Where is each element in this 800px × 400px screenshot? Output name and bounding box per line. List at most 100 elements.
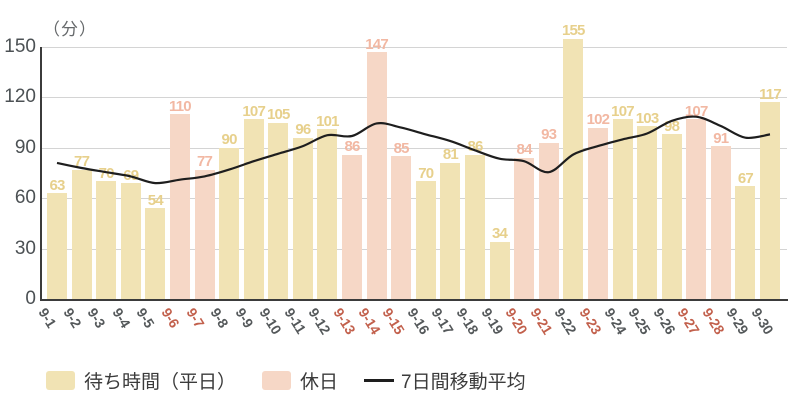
bar[interactable] <box>661 134 682 299</box>
bar-value-label: 67 <box>737 169 754 187</box>
x-tick-label: 9-28 <box>699 305 728 338</box>
bar[interactable] <box>169 114 190 299</box>
bar[interactable] <box>538 142 559 299</box>
bar-value-label: 69 <box>123 166 139 184</box>
y-tick-label: 150 <box>4 36 36 57</box>
legend-label-holiday: 休日 <box>300 372 339 393</box>
bar[interactable] <box>587 127 608 299</box>
bar-value-label: 90 <box>221 131 238 149</box>
bar[interactable] <box>317 129 338 299</box>
bar[interactable] <box>145 208 166 299</box>
x-tick-label: 9-13 <box>330 305 359 338</box>
bar-value-label: 84 <box>516 141 533 159</box>
x-tick-label: 9-20 <box>502 305 531 338</box>
x-tick-label: 9-6 <box>158 305 183 331</box>
bar-value-label: 85 <box>393 139 410 157</box>
x-tick-label: 9-29 <box>723 305 753 338</box>
y-tick-label: 90 <box>14 136 36 158</box>
bar-value-label: 70 <box>98 164 115 182</box>
x-tick-label: 9-24 <box>600 305 630 338</box>
bar-value-label: 54 <box>147 191 164 209</box>
y-tick-label: 0 <box>25 288 36 309</box>
bar-value-label: 77 <box>74 153 90 171</box>
x-tick-label: 9-17 <box>428 305 458 338</box>
x-tick-label: 9-4 <box>109 305 134 331</box>
y-axis-line <box>40 47 42 301</box>
bar[interactable] <box>489 241 510 299</box>
legend-label-weekday: 待ち時間（平日） <box>84 372 237 393</box>
x-tick-label: 9-9 <box>232 305 257 331</box>
bar-value-label: 86 <box>467 138 483 155</box>
bar[interactable] <box>735 186 756 299</box>
x-tick-label: 9-21 <box>527 305 556 338</box>
bar-value-label: 63 <box>49 176 65 194</box>
y-axis-unit-label: （分） <box>43 20 97 39</box>
bar[interactable] <box>292 137 313 299</box>
x-tick-label: 9-3 <box>84 305 109 331</box>
bar[interactable] <box>710 146 731 299</box>
bar[interactable] <box>612 119 633 299</box>
bar[interactable] <box>760 102 780 299</box>
bar[interactable] <box>563 38 584 299</box>
x-tick-label: 9-1 <box>35 305 60 331</box>
moving-average-line <box>56 115 771 185</box>
bar[interactable] <box>686 119 707 299</box>
legend-item-holiday[interactable]: 休日 <box>262 367 338 394</box>
bar-value-label: 77 <box>196 153 213 171</box>
bar[interactable] <box>415 181 436 299</box>
bar-value-label: 81 <box>442 146 459 164</box>
gridline <box>41 97 787 99</box>
x-tick-label: 9-18 <box>453 305 482 338</box>
bar-value-label: 70 <box>418 164 434 182</box>
bar[interactable] <box>194 169 215 299</box>
bar[interactable] <box>366 52 387 299</box>
bar-value-label: 107 <box>684 102 708 120</box>
bar-value-label: 101 <box>316 112 339 130</box>
bar-value-label: 155 <box>561 22 585 40</box>
legend-item-weekday[interactable]: 待ち時間（平日） <box>46 367 236 394</box>
x-tick-label: 9-14 <box>355 305 384 338</box>
bar[interactable] <box>71 169 92 299</box>
y-tick-label: 60 <box>14 187 36 209</box>
bar-value-label: 105 <box>266 106 290 124</box>
bar-value-label: 91 <box>713 129 729 147</box>
bar[interactable] <box>243 119 264 299</box>
bar-value-label: 102 <box>586 111 610 129</box>
bar[interactable] <box>268 122 289 299</box>
legend-item-moving-average[interactable]: 7日間移動平均 <box>364 367 526 394</box>
bar[interactable] <box>391 156 412 299</box>
bar[interactable] <box>219 147 240 299</box>
bar-value-label: 117 <box>759 85 782 103</box>
holiday-swatch-icon <box>262 371 292 390</box>
bar[interactable] <box>342 154 362 299</box>
moving-average-line-icon <box>364 379 395 382</box>
bar-value-label: 110 <box>168 97 192 115</box>
bar[interactable] <box>514 157 535 299</box>
x-tick-label: 9-25 <box>625 305 654 338</box>
x-tick-label: 9-8 <box>207 305 232 331</box>
legend: 待ち時間（平日） 休日 7日間移動平均 <box>46 367 552 394</box>
bar-value-label: 96 <box>295 121 311 139</box>
y-tick-label: 30 <box>14 237 36 259</box>
x-tick-label: 9-30 <box>748 305 777 338</box>
x-tick-label: 9-15 <box>379 305 409 338</box>
x-tick-label: 9-27 <box>674 305 704 338</box>
bar[interactable] <box>637 126 658 299</box>
bar[interactable] <box>96 181 117 299</box>
bar[interactable] <box>465 154 485 299</box>
x-tick-label: 9-23 <box>576 305 605 338</box>
x-tick-label: 9-19 <box>477 305 507 338</box>
gridline <box>41 248 787 250</box>
x-tick-label: 9-22 <box>551 305 581 338</box>
x-tick-label: 9-16 <box>404 305 433 338</box>
x-axis-line <box>40 299 788 301</box>
gridline <box>41 47 787 48</box>
x-tick-label: 9-26 <box>650 305 679 338</box>
weekday-swatch-icon <box>46 371 75 390</box>
bar-value-label: 107 <box>242 102 265 120</box>
bar[interactable] <box>440 162 461 299</box>
bar-value-label: 86 <box>344 138 360 155</box>
bar[interactable] <box>47 193 67 299</box>
legend-label-moving-average: 7日間移動平均 <box>401 372 526 393</box>
bar[interactable] <box>120 183 141 299</box>
